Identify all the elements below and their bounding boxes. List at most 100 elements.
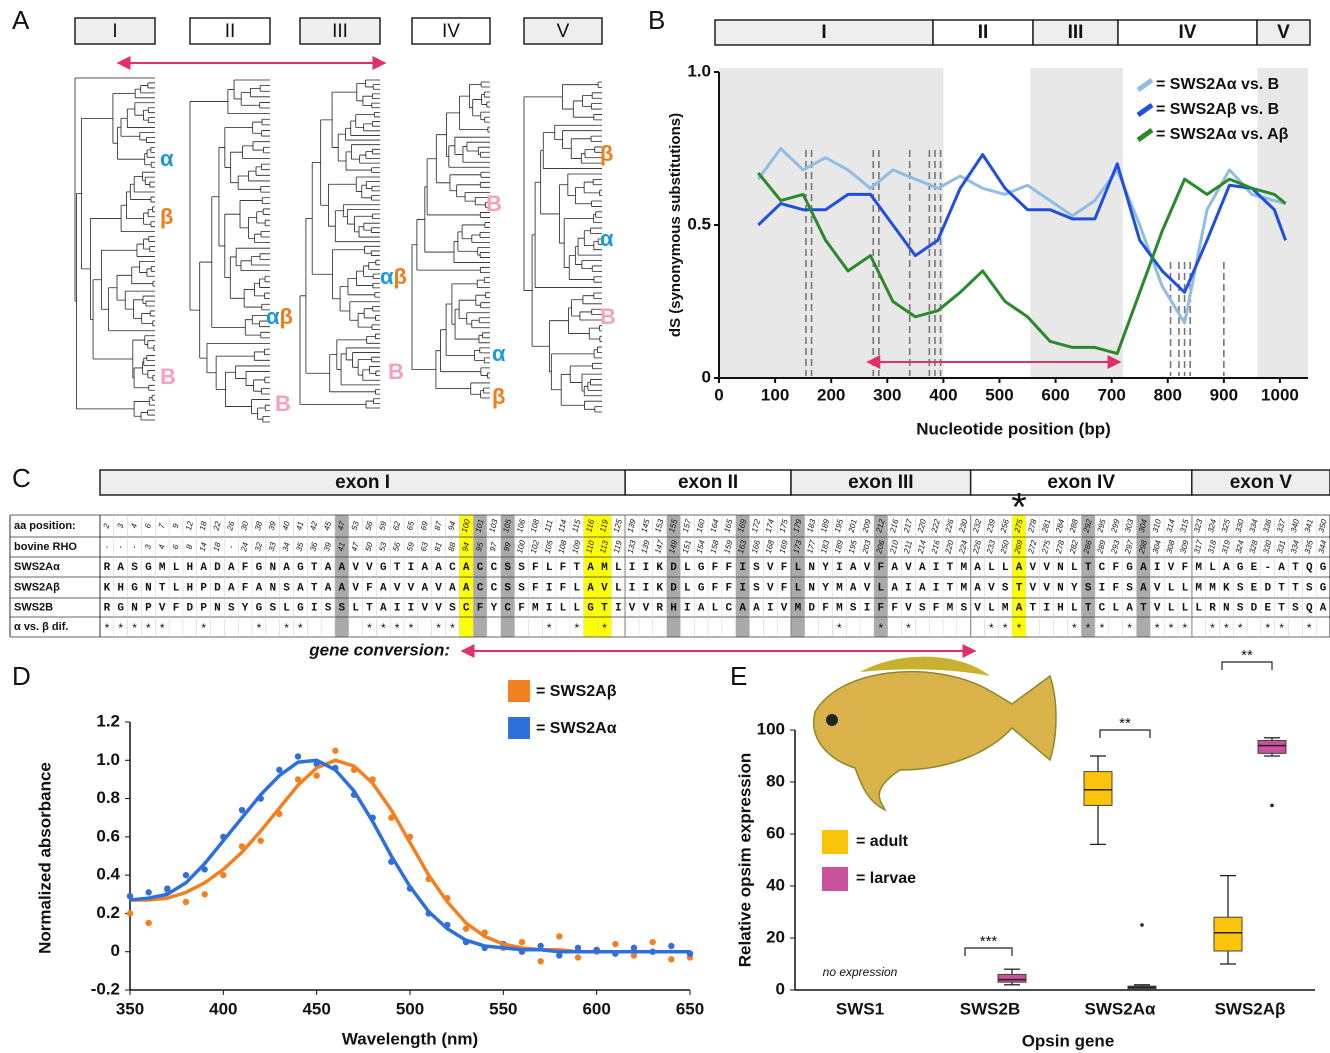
cell: 18 (198, 520, 209, 531)
cell: 6 (143, 522, 153, 529)
tree-label: αβ (266, 304, 293, 329)
cell: 50 (364, 541, 375, 552)
cell: 309 (1178, 539, 1190, 555)
cell: 233 (985, 539, 998, 556)
x-tick-label: 300 (873, 385, 901, 404)
y-tick-label: 20 (766, 927, 785, 946)
cell: 209 (860, 518, 873, 535)
y-axis-title: Normalized absorbance (35, 762, 54, 954)
cell: 34 (281, 541, 292, 552)
x-tick-label: 450 (302, 999, 330, 1018)
cell: 220 (916, 518, 929, 535)
cell: 6 (171, 543, 181, 550)
segment-label: II (978, 22, 989, 43)
cell: 8 (185, 543, 195, 550)
data-point (145, 920, 151, 926)
sequence: LNYMAVLAIAITM (795, 582, 968, 594)
cell: 22 (211, 520, 222, 532)
significance-label: *** (980, 933, 998, 950)
cell: 164 (709, 518, 721, 534)
cell: 174 (764, 518, 776, 534)
data-point (332, 748, 338, 754)
cell: 119 (612, 539, 624, 554)
y-tick-label: 0 (111, 941, 120, 960)
cell: 281 (1040, 518, 1052, 534)
row-label: SWS2B (14, 601, 53, 613)
data-point (257, 837, 263, 843)
legend-label: = SWS2Aα vs. Aβ (1156, 126, 1289, 143)
cell: 153 (653, 518, 665, 534)
dif-marker: * (436, 621, 441, 635)
cell: 226 (943, 518, 956, 535)
segment-label: III (332, 21, 348, 42)
dif-marker: * (1169, 621, 1174, 635)
x-tick-label: 900 (1210, 385, 1238, 404)
y-axis-title: Relative opsim expression (735, 753, 754, 967)
fit-curve (130, 760, 690, 951)
cell: 317 (1192, 539, 1204, 555)
y-axis-title: dS (synonymous substitutions) (667, 113, 684, 337)
cell: 335 (1303, 539, 1315, 555)
cell: 310 (1151, 518, 1163, 534)
cell: 195 (833, 518, 845, 534)
cell: 145 (639, 518, 651, 534)
cell: 224 (957, 539, 970, 556)
significance-label: ** (1119, 715, 1131, 732)
row-label: bovine RHO (14, 541, 77, 553)
dif-marker: * (381, 621, 386, 635)
cell: 220 (943, 539, 956, 556)
tree (300, 80, 380, 408)
tree-label: B (275, 391, 291, 416)
cell: 103 (487, 518, 499, 534)
cell: 288 (1068, 518, 1081, 535)
box (1084, 772, 1112, 806)
y-tick-label: 0.2 (96, 903, 120, 922)
segment-label: II (225, 21, 236, 42)
cell: 168 (764, 539, 776, 555)
cell: 147 (653, 539, 665, 555)
cell: 216 (929, 539, 942, 556)
y-tick-label: 0 (702, 367, 711, 386)
cell: 214 (916, 539, 929, 556)
cell: 303 (1123, 518, 1135, 534)
cell: 295 (1095, 518, 1108, 535)
cell: 2 (101, 522, 111, 530)
row-label: SWS2Aα (14, 561, 60, 573)
cell: 183 (805, 518, 817, 534)
cell: 210 (888, 539, 901, 556)
cell: 166 (750, 539, 762, 555)
cell: 239 (985, 518, 998, 535)
data-point (668, 956, 674, 962)
cell: 336 (1261, 518, 1273, 534)
dif-marker: * (1127, 621, 1132, 635)
cell: 4 (157, 543, 167, 550)
cell: 324 (1206, 518, 1218, 534)
data-point (183, 899, 189, 905)
data-point (164, 885, 170, 891)
cell: 45 (322, 520, 333, 531)
tree-label: B (388, 359, 404, 384)
cell: 203 (860, 539, 873, 556)
cell: 32 (253, 541, 264, 552)
exon-label: exon IV (1047, 472, 1115, 493)
dif-marker: * (878, 621, 883, 635)
dif-marker: * (1017, 621, 1022, 635)
cell: 189 (819, 518, 831, 534)
cell: 65 (405, 520, 416, 531)
x-tick-label: 400 (209, 999, 237, 1018)
cell: 160 (695, 518, 707, 534)
y-tick-label: -0.2 (91, 979, 120, 998)
cell: 87 (433, 520, 444, 531)
data-point (201, 891, 207, 897)
dif-marker: * (132, 621, 137, 635)
legend-label: = SWS2Aβ vs. B (1156, 101, 1279, 118)
cell: 334 (1289, 539, 1301, 555)
gene-conversion-label: gene conversion: (308, 640, 450, 659)
cell: 97 (488, 541, 499, 552)
segment-label: I (112, 21, 117, 42)
x-tick-label: SWS1 (836, 999, 884, 1018)
panel-label: C (12, 463, 31, 493)
y-tick-label: 0.8 (96, 788, 120, 807)
cell: 330 (1261, 539, 1273, 555)
x-tick-label: 200 (817, 385, 845, 404)
